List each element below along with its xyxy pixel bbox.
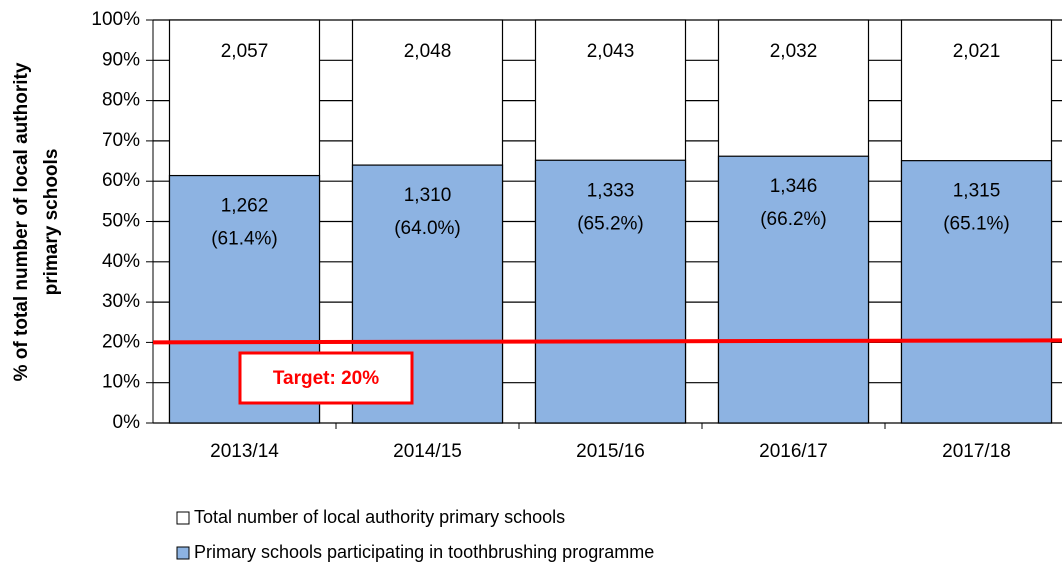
- bar: [717, 155, 870, 424]
- y-tick-label: 0%: [113, 412, 141, 433]
- bar: [534, 159, 687, 424]
- data-label: 2,021: [953, 41, 1001, 62]
- target-label: Target: 20%: [273, 368, 379, 389]
- y-axis-title-line: primary schools: [41, 149, 62, 296]
- x-tick-label: 2013/14: [210, 441, 279, 462]
- legend-label: Primary schools participating in toothbr…: [194, 542, 654, 562]
- data-label: (66.2%): [760, 209, 827, 230]
- x-tick-label: 2014/15: [393, 441, 462, 462]
- data-label: (65.1%): [943, 214, 1010, 235]
- y-tick-label: 40%: [102, 251, 140, 272]
- y-tick-label: 60%: [102, 170, 140, 191]
- y-tick-label: 30%: [102, 291, 140, 312]
- data-label: 1,346: [770, 176, 818, 197]
- data-label: 2,048: [404, 41, 452, 62]
- y-tick-label: 50%: [102, 211, 140, 232]
- legend-swatch: [176, 511, 190, 525]
- y-tick-label: 90%: [102, 49, 140, 70]
- data-label: 2,032: [770, 41, 818, 62]
- data-label: (64.0%): [394, 218, 461, 239]
- data-label: (61.4%): [211, 229, 278, 250]
- y-tick-label: 70%: [102, 130, 140, 151]
- data-label: 2,057: [221, 41, 269, 62]
- target-box: [238, 351, 414, 405]
- y-tick-label: 80%: [102, 90, 140, 111]
- data-label: 1,315: [953, 181, 1001, 202]
- y-tick-label: 100%: [91, 9, 140, 30]
- legend-swatch: [176, 546, 190, 560]
- x-tick-label: 2016/17: [759, 441, 828, 462]
- y-tick-label: 20%: [102, 331, 140, 352]
- x-tick-label: 2015/16: [576, 441, 645, 462]
- legend-label: Total number of local authority primary …: [194, 507, 565, 527]
- y-tick-label: 10%: [102, 372, 140, 393]
- data-label: 1,333: [587, 180, 635, 201]
- target-line: [152, 338, 1062, 345]
- x-tick-label: 2017/18: [942, 441, 1011, 462]
- data-label: 1,262: [221, 196, 269, 217]
- y-axis-title-line: % of total number of local authority: [11, 62, 32, 381]
- data-label: (65.2%): [577, 213, 644, 234]
- y-axis-title: % of total number of local authority pri…: [11, 62, 62, 381]
- data-label: 2,043: [587, 41, 635, 62]
- data-label: 1,310: [404, 185, 452, 206]
